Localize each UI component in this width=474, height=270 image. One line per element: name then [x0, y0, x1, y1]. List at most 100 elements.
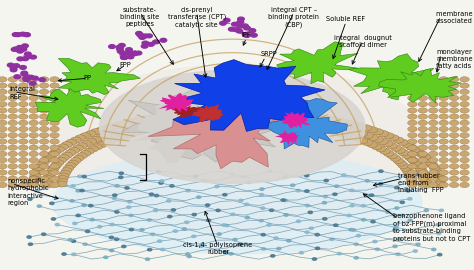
Circle shape	[8, 157, 18, 163]
Circle shape	[432, 248, 436, 251]
Circle shape	[70, 137, 81, 143]
Circle shape	[192, 213, 196, 216]
Circle shape	[298, 123, 309, 129]
Circle shape	[160, 38, 167, 42]
Circle shape	[418, 151, 428, 157]
Circle shape	[380, 148, 390, 154]
Circle shape	[405, 173, 416, 179]
Circle shape	[104, 256, 108, 258]
Circle shape	[244, 243, 248, 245]
Circle shape	[250, 113, 261, 120]
Circle shape	[0, 139, 7, 144]
Circle shape	[122, 245, 126, 248]
Circle shape	[228, 108, 238, 114]
Circle shape	[354, 243, 358, 245]
Circle shape	[184, 221, 189, 224]
Circle shape	[121, 56, 128, 59]
Circle shape	[125, 187, 129, 189]
Circle shape	[337, 118, 347, 124]
Circle shape	[352, 136, 363, 142]
Circle shape	[460, 102, 469, 107]
Circle shape	[197, 196, 201, 198]
Circle shape	[8, 114, 18, 119]
Circle shape	[126, 48, 132, 52]
Circle shape	[170, 117, 181, 123]
Circle shape	[142, 41, 149, 45]
Circle shape	[39, 164, 49, 169]
Circle shape	[244, 34, 250, 38]
Circle shape	[39, 114, 49, 119]
Polygon shape	[379, 69, 462, 103]
Circle shape	[238, 243, 242, 246]
Circle shape	[8, 182, 18, 188]
Circle shape	[166, 200, 171, 202]
Circle shape	[50, 89, 59, 94]
Circle shape	[393, 137, 404, 143]
Circle shape	[418, 83, 428, 88]
Circle shape	[50, 133, 59, 138]
Circle shape	[17, 57, 24, 61]
Circle shape	[355, 123, 366, 129]
Circle shape	[242, 33, 249, 36]
Circle shape	[449, 95, 459, 101]
Circle shape	[8, 133, 18, 138]
Circle shape	[146, 126, 156, 132]
Circle shape	[21, 71, 27, 75]
Circle shape	[18, 77, 28, 82]
Circle shape	[439, 139, 448, 144]
Circle shape	[18, 120, 28, 126]
Circle shape	[39, 120, 49, 126]
Circle shape	[109, 249, 114, 252]
Circle shape	[230, 173, 235, 176]
Circle shape	[15, 33, 21, 36]
Circle shape	[47, 168, 58, 174]
Circle shape	[406, 190, 410, 192]
Circle shape	[82, 204, 86, 207]
Circle shape	[460, 120, 469, 126]
Circle shape	[418, 133, 428, 138]
Circle shape	[233, 238, 237, 241]
Circle shape	[71, 185, 75, 187]
Circle shape	[175, 110, 186, 117]
Circle shape	[308, 211, 312, 214]
Circle shape	[115, 211, 119, 213]
Circle shape	[173, 230, 177, 232]
Circle shape	[382, 140, 393, 147]
Circle shape	[243, 113, 254, 119]
Circle shape	[163, 118, 174, 124]
Circle shape	[418, 170, 429, 176]
Text: integral CPT –
binding protein
(CBP): integral CPT – binding protein (CBP)	[268, 7, 319, 28]
Circle shape	[51, 218, 55, 220]
Circle shape	[118, 127, 128, 133]
Circle shape	[439, 77, 448, 82]
Circle shape	[29, 114, 38, 119]
Circle shape	[305, 190, 309, 192]
Circle shape	[293, 117, 304, 123]
Circle shape	[29, 157, 38, 163]
Circle shape	[18, 176, 28, 181]
Circle shape	[19, 32, 26, 36]
Circle shape	[436, 224, 440, 226]
Circle shape	[65, 150, 76, 156]
Circle shape	[0, 164, 7, 169]
Circle shape	[379, 170, 383, 173]
Circle shape	[0, 102, 7, 107]
Circle shape	[299, 252, 303, 254]
Circle shape	[76, 214, 80, 217]
Circle shape	[42, 178, 53, 185]
Circle shape	[112, 129, 123, 135]
Circle shape	[205, 108, 216, 114]
Circle shape	[29, 102, 38, 107]
Circle shape	[449, 83, 459, 88]
Circle shape	[39, 78, 46, 82]
Circle shape	[418, 102, 428, 107]
Circle shape	[323, 116, 334, 122]
Circle shape	[80, 133, 91, 139]
Circle shape	[0, 120, 7, 126]
Circle shape	[341, 132, 352, 138]
Circle shape	[22, 57, 28, 60]
Circle shape	[225, 224, 229, 227]
Circle shape	[80, 189, 84, 192]
Circle shape	[119, 172, 123, 174]
Circle shape	[424, 209, 428, 212]
